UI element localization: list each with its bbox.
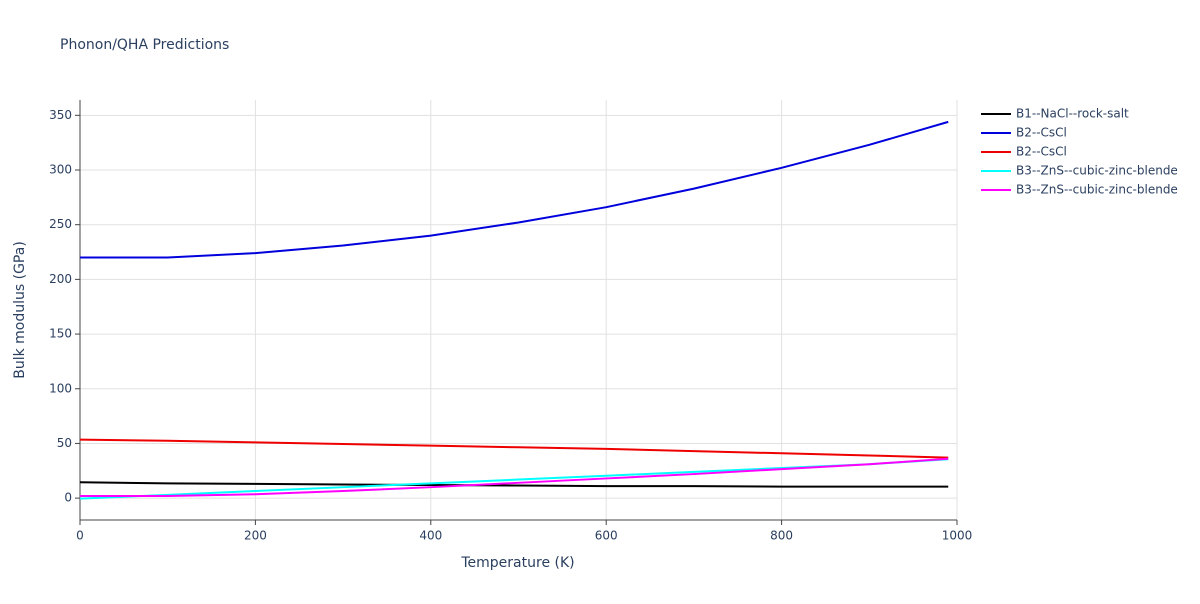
x-tick-label: 600 bbox=[595, 529, 618, 543]
series-line bbox=[79, 481, 949, 488]
legend-label: B2--CsCl bbox=[1016, 145, 1067, 159]
series-line bbox=[80, 120, 949, 259]
series-line bbox=[79, 438, 949, 459]
y-tick-label: 250 bbox=[49, 217, 72, 231]
legend-label: B3--ZnS--cubic-zinc-blende bbox=[1016, 164, 1178, 178]
chart-title: Phonon/QHA Predictions bbox=[60, 37, 229, 53]
x-tick-label: 1000 bbox=[942, 529, 973, 543]
x-tick-label: 0 bbox=[76, 529, 84, 543]
x-tick-label: 200 bbox=[244, 529, 267, 543]
legend-label: B2--CsCl bbox=[1016, 126, 1067, 140]
legend-label: B1--NaCl--rock-salt bbox=[1016, 107, 1129, 121]
legend-label: B3--ZnS--cubic-zinc-blende bbox=[1016, 183, 1178, 197]
x-axis-label: Temperature (K) bbox=[460, 555, 574, 571]
x-tick-label: 800 bbox=[770, 529, 793, 543]
y-tick-label: 300 bbox=[49, 163, 72, 177]
series-line bbox=[79, 458, 949, 500]
series-line bbox=[80, 457, 949, 497]
y-tick-label: 350 bbox=[49, 108, 72, 122]
x-tick-label: 400 bbox=[419, 529, 442, 543]
y-tick-label: 200 bbox=[49, 272, 72, 286]
y-tick-label: 100 bbox=[49, 381, 72, 395]
y-tick-label: 0 bbox=[64, 491, 72, 505]
y-axis-label: Bulk modulus (GPa) bbox=[12, 241, 28, 379]
y-tick-label: 50 bbox=[57, 436, 72, 450]
y-tick-label: 150 bbox=[49, 327, 72, 341]
